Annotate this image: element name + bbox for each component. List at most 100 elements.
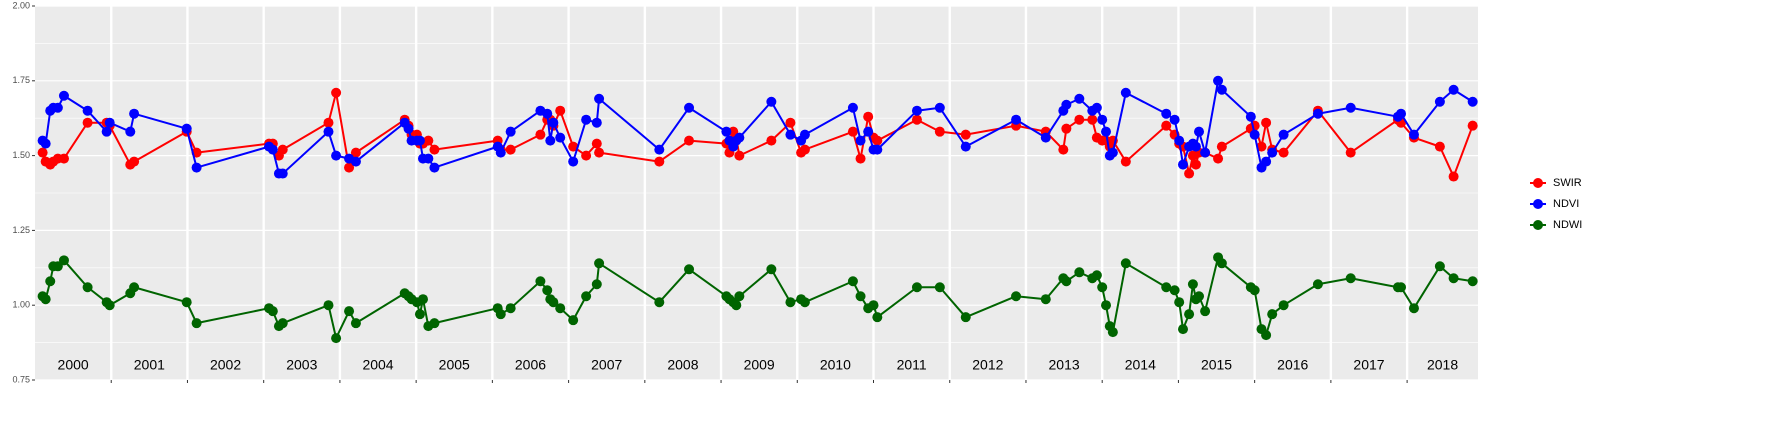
data-point xyxy=(344,306,355,317)
data-point xyxy=(855,291,866,302)
year-label: 2011 xyxy=(897,357,927,373)
legend-marker xyxy=(1533,220,1543,230)
data-point xyxy=(1184,309,1195,320)
data-point xyxy=(505,126,516,137)
data-point xyxy=(734,291,745,302)
data-point xyxy=(591,117,602,128)
data-point xyxy=(872,135,883,146)
data-point xyxy=(323,300,334,311)
data-point xyxy=(1091,270,1102,281)
year-label: 2002 xyxy=(210,357,241,373)
data-point xyxy=(1200,147,1211,158)
data-point xyxy=(734,132,745,143)
data-point xyxy=(1097,282,1108,293)
data-point xyxy=(1169,114,1180,125)
data-point xyxy=(1408,129,1419,140)
data-point xyxy=(1101,300,1112,311)
data-point xyxy=(1200,306,1211,317)
data-point xyxy=(721,126,732,137)
data-point xyxy=(1245,111,1256,122)
data-point xyxy=(495,309,506,320)
data-point xyxy=(594,93,605,104)
data-point xyxy=(1467,120,1478,131)
data-point xyxy=(1161,282,1172,293)
data-point xyxy=(1278,300,1289,311)
year-label: 2000 xyxy=(58,357,89,373)
data-point xyxy=(1312,279,1323,290)
data-point xyxy=(429,318,440,329)
data-point xyxy=(1216,84,1227,95)
data-point xyxy=(799,144,810,155)
data-point xyxy=(568,315,579,326)
data-point xyxy=(1434,261,1445,272)
data-point xyxy=(429,144,440,155)
y-tick-label: 1.25 xyxy=(12,225,30,235)
data-point xyxy=(684,135,695,146)
data-point xyxy=(555,303,566,314)
data-point xyxy=(863,126,874,137)
data-point xyxy=(505,144,516,155)
data-point xyxy=(414,309,425,320)
data-point xyxy=(1448,171,1459,182)
data-point xyxy=(1177,159,1188,170)
data-point xyxy=(594,258,605,269)
data-point xyxy=(350,156,361,167)
year-label: 2016 xyxy=(1277,357,1308,373)
data-point xyxy=(799,297,810,308)
data-point xyxy=(403,123,414,134)
data-point xyxy=(267,306,278,317)
data-point xyxy=(40,138,51,149)
data-point xyxy=(542,285,553,296)
data-point xyxy=(1061,123,1072,134)
data-point xyxy=(1396,108,1407,119)
data-point xyxy=(1074,114,1085,125)
data-point xyxy=(785,297,796,308)
data-point xyxy=(277,168,288,179)
data-point xyxy=(1161,108,1172,119)
year-label: 2012 xyxy=(972,357,1003,373)
data-point xyxy=(548,297,559,308)
data-point xyxy=(1267,309,1278,320)
data-point xyxy=(58,153,69,164)
data-point xyxy=(960,141,971,152)
data-point xyxy=(1345,102,1356,113)
data-point xyxy=(1194,126,1205,137)
legend-label: NDWI xyxy=(1553,219,1582,231)
data-point xyxy=(1190,141,1201,152)
year-label: 2001 xyxy=(134,357,165,373)
data-point xyxy=(1177,324,1188,335)
data-point xyxy=(1194,291,1205,302)
year-label: 2004 xyxy=(362,357,393,373)
data-point xyxy=(1345,147,1356,158)
data-point xyxy=(545,135,556,146)
data-point xyxy=(1074,267,1085,278)
data-point xyxy=(1448,273,1459,284)
data-point xyxy=(960,312,971,323)
data-point xyxy=(847,276,858,287)
data-point xyxy=(1261,117,1272,128)
data-point xyxy=(40,294,51,305)
data-point xyxy=(1345,273,1356,284)
data-point xyxy=(855,135,866,146)
legend-marker xyxy=(1533,199,1543,209)
data-point xyxy=(911,105,922,116)
data-point xyxy=(1011,114,1022,125)
data-point xyxy=(1216,141,1227,152)
data-point xyxy=(684,102,695,113)
data-point xyxy=(555,132,566,143)
data-point xyxy=(654,156,665,167)
data-point xyxy=(331,150,342,161)
data-point xyxy=(734,150,745,161)
year-label: 2013 xyxy=(1049,357,1080,373)
data-point xyxy=(495,147,506,158)
data-point xyxy=(581,150,592,161)
data-point xyxy=(1040,132,1051,143)
data-point xyxy=(1213,75,1224,86)
legend-label: NDVI xyxy=(1553,198,1579,210)
y-tick-label: 2.00 xyxy=(12,0,30,10)
data-point xyxy=(548,117,559,128)
data-point xyxy=(1091,102,1102,113)
data-point xyxy=(1278,129,1289,140)
data-point xyxy=(1011,291,1022,302)
